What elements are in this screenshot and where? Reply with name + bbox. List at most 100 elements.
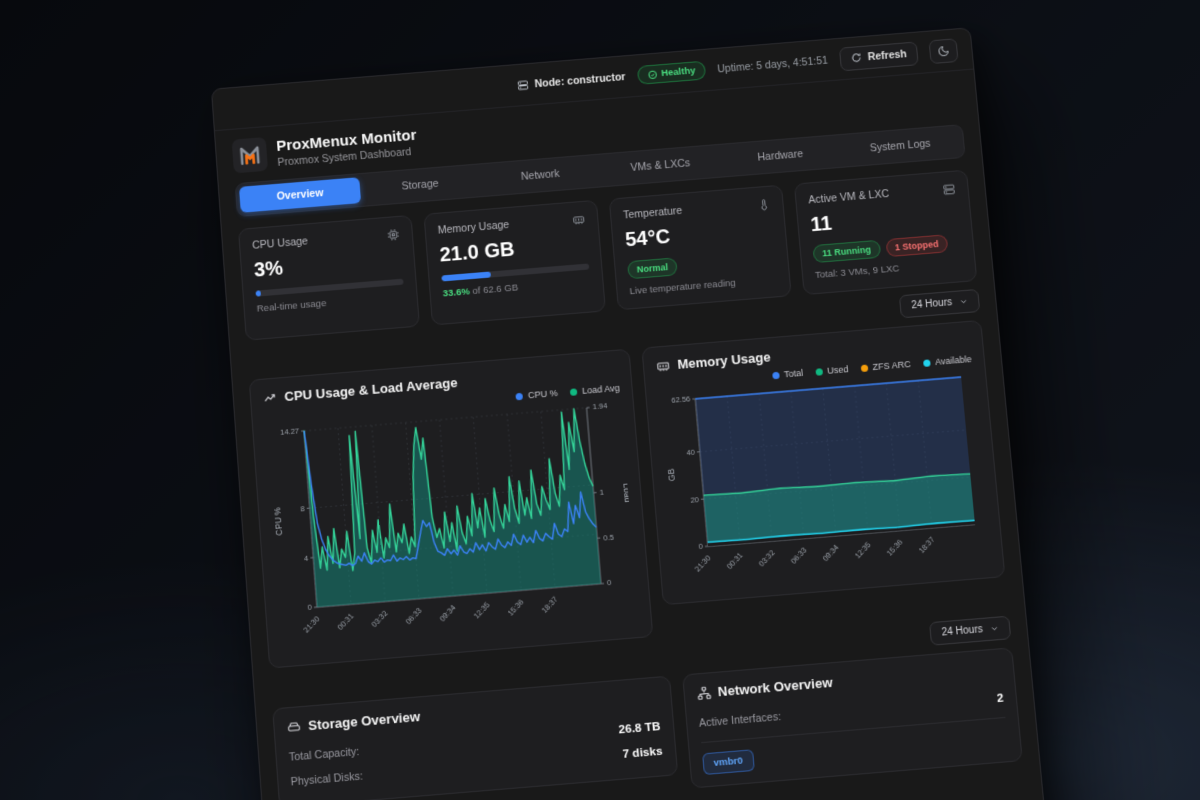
cpu-icon [386, 228, 400, 242]
legend-label: ZFS ARC [872, 358, 912, 373]
svg-text:09:34: 09:34 [821, 543, 841, 563]
refresh-label: Refresh [867, 47, 908, 63]
svg-text:00:31: 00:31 [725, 551, 745, 571]
uptime-text: Uptime: 5 days, 4:51:51 [716, 54, 829, 75]
svg-text:18:37: 18:37 [917, 535, 937, 555]
vm-running-badge: 11 Running [812, 239, 881, 264]
memory-chart-card: Memory Usage Total Used ZFS ARC Availabl… [641, 319, 1006, 606]
tab-network[interactable]: Network [520, 167, 561, 183]
memory-chart-title: Memory Usage [676, 349, 772, 372]
svg-text:CPU %: CPU % [272, 506, 284, 535]
tab-system-logs[interactable]: System Logs [869, 137, 932, 155]
temperature-card: Temperature 54°C Normal Live temperature… [608, 184, 792, 311]
svg-text:03:32: 03:32 [370, 609, 390, 629]
legend-label: Available [934, 353, 973, 368]
charts-row: CPU Usage & Load Average CPU % Load Avg … [248, 319, 1009, 669]
svg-text:00:31: 00:31 [336, 611, 356, 631]
storage-title: Storage Overview [307, 708, 421, 734]
legend-label: Used [826, 364, 849, 376]
node-label: Node: constructor [534, 70, 626, 90]
time-range-label: 24 Hours [941, 624, 984, 639]
svg-text:0: 0 [307, 603, 312, 613]
legend-item: Available [922, 354, 972, 368]
temperature-caption: Live temperature reading [629, 277, 737, 298]
svg-text:40: 40 [686, 448, 695, 458]
network-overview-card: Network Overview Active Interfaces: 2 vm… [681, 647, 1023, 789]
tab-hardware[interactable]: Hardware [757, 148, 804, 164]
svg-text:09:34: 09:34 [438, 603, 458, 623]
svg-text:GB: GB [666, 468, 677, 482]
network-title: Network Overview [717, 674, 834, 700]
cpu-load-chart: 0 4 8 14.27 0 0.5 1 1.94 21:30 00:31 03:32 06:33 09:… [272, 402, 633, 635]
legend-item: Total [771, 367, 804, 381]
svg-text:06:33: 06:33 [789, 545, 809, 565]
vm-count-value: 11 [809, 212, 833, 237]
svg-text:06:33: 06:33 [404, 606, 424, 626]
legend-dot [814, 367, 823, 376]
temperature-card-title: Temperature [622, 204, 683, 222]
server-icon [942, 183, 956, 197]
memory-value: 21.0 GB [438, 238, 516, 267]
legend-dot [860, 364, 868, 372]
time-range-select-charts[interactable]: 24 Hours [899, 288, 981, 319]
server-rack-icon [516, 78, 529, 91]
node-indicator: Node: constructor [516, 71, 626, 92]
svg-text:62.56: 62.56 [671, 395, 691, 406]
svg-text:4: 4 [304, 553, 309, 562]
health-badge: Healthy [636, 60, 707, 85]
svg-text:15:36: 15:36 [506, 597, 526, 617]
network-interfaces-label: Active Interfaces: [698, 710, 782, 730]
svg-text:12:35: 12:35 [472, 600, 492, 620]
header-text: ProxMenux Monitor Proxmox System Dashboa… [276, 126, 418, 168]
moon-icon [937, 44, 950, 57]
memory-caption-rest: of 62.6 GB [469, 282, 519, 298]
legend-dot [569, 387, 578, 396]
storage-capacity-value: 26.8 TB [618, 720, 661, 737]
refresh-button[interactable]: Refresh [838, 40, 919, 71]
theme-toggle-button[interactable] [928, 37, 959, 64]
svg-text:0: 0 [607, 578, 612, 588]
svg-text:0.5: 0.5 [603, 532, 614, 542]
check-circle-icon [647, 69, 658, 80]
vm-caption: Total: 3 VMs, 9 LXC [814, 263, 900, 282]
legend-item: Used [814, 364, 849, 377]
legend-item: ZFS ARC [860, 359, 911, 373]
network-interfaces-value: 2 [996, 692, 1005, 706]
legend-item: CPU % [515, 388, 558, 401]
trending-up-icon [263, 390, 278, 405]
svg-text:21:30: 21:30 [302, 614, 322, 634]
temperature-value: 54°C [624, 225, 672, 252]
tab-overview[interactable]: Overview [238, 177, 362, 213]
storage-capacity-label: Total Capacity: [288, 745, 360, 764]
cpu-load-chart-card: CPU Usage & Load Average CPU % Load Avg … [248, 348, 654, 669]
app-header: ProxMenux Monitor Proxmox System Dashboa… [215, 70, 978, 183]
svg-text:0: 0 [699, 542, 704, 551]
chevron-down-icon [989, 624, 999, 634]
svg-text:8: 8 [300, 504, 305, 513]
cpu-progress-fill [255, 290, 261, 297]
memory-caption: 33.6% of 62.6 GB [442, 276, 590, 299]
proxmenux-logo [231, 137, 269, 174]
legend-dot [771, 371, 780, 379]
temperature-status-badge: Normal [627, 257, 678, 280]
interface-badge: vmbr0 [701, 749, 755, 776]
tab-vms-lxcs[interactable]: VMs & LXCs [630, 157, 691, 174]
cpu-usage-card: CPU Usage 3% Real-time usage [237, 214, 420, 341]
legend-label: Total [783, 367, 804, 380]
cpu-value: 3% [253, 257, 284, 282]
tab-storage[interactable]: Storage [401, 177, 440, 193]
vm-card-title: Active VM & LXC [807, 187, 890, 207]
hard-drive-icon [286, 719, 301, 735]
svg-text:Load: Load [621, 483, 633, 503]
time-range-label: 24 Hours [910, 297, 953, 312]
svg-text:21:30: 21:30 [693, 553, 713, 573]
proxmenux-dashboard: Node: constructor Healthy Uptime: 5 days… [210, 27, 1051, 800]
time-range-select-overview[interactable]: 24 Hours [929, 615, 1012, 646]
chevron-down-icon [959, 297, 969, 307]
memory-caption-percent: 33.6% [442, 286, 471, 300]
memory-chart-icon [656, 358, 671, 373]
svg-text:1: 1 [599, 487, 604, 496]
svg-text:12:35: 12:35 [853, 540, 873, 560]
memory-usage-card: Memory Usage 21.0 GB 33.6% of 62.6 GB [423, 199, 606, 326]
